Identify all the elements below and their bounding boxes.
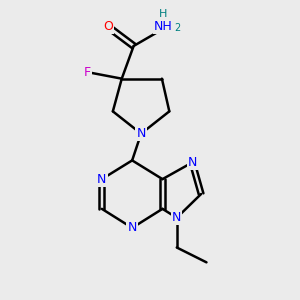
Text: O: O xyxy=(103,20,113,33)
Text: N: N xyxy=(136,127,146,140)
Text: N: N xyxy=(128,221,137,234)
Text: H: H xyxy=(159,9,168,19)
Text: 2: 2 xyxy=(174,23,181,33)
Text: N: N xyxy=(97,172,106,186)
Text: N: N xyxy=(172,211,182,224)
Text: N: N xyxy=(188,156,197,169)
Text: F: F xyxy=(84,66,91,79)
Text: NH: NH xyxy=(154,20,173,33)
